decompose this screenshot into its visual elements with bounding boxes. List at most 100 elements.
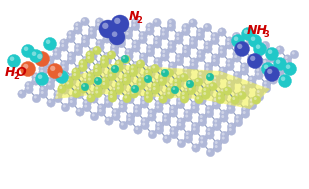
- Circle shape: [241, 110, 250, 118]
- Circle shape: [83, 84, 85, 87]
- Circle shape: [160, 79, 163, 81]
- Circle shape: [235, 73, 238, 75]
- Circle shape: [184, 72, 187, 74]
- Circle shape: [145, 74, 148, 77]
- Circle shape: [206, 85, 209, 88]
- Circle shape: [222, 137, 225, 139]
- Circle shape: [254, 50, 263, 58]
- Circle shape: [167, 19, 176, 27]
- Circle shape: [171, 128, 174, 130]
- Circle shape: [150, 132, 153, 135]
- Circle shape: [123, 94, 131, 103]
- Circle shape: [68, 95, 77, 103]
- Circle shape: [82, 19, 85, 22]
- Circle shape: [216, 91, 225, 100]
- Circle shape: [249, 81, 252, 84]
- Circle shape: [118, 57, 126, 65]
- Circle shape: [153, 40, 162, 48]
- Circle shape: [182, 49, 191, 57]
- Circle shape: [252, 96, 261, 104]
- Circle shape: [182, 92, 185, 95]
- Circle shape: [183, 29, 186, 32]
- Circle shape: [156, 84, 159, 87]
- Circle shape: [58, 85, 66, 93]
- Circle shape: [140, 96, 149, 104]
- Text: N: N: [129, 10, 139, 23]
- Circle shape: [220, 114, 228, 122]
- Circle shape: [120, 101, 123, 104]
- Circle shape: [26, 87, 29, 90]
- Circle shape: [220, 51, 223, 53]
- Circle shape: [234, 114, 243, 123]
- Circle shape: [111, 69, 119, 78]
- Circle shape: [235, 98, 238, 101]
- Circle shape: [191, 105, 199, 113]
- Circle shape: [162, 92, 170, 100]
- Circle shape: [240, 45, 248, 54]
- Circle shape: [140, 36, 143, 40]
- Circle shape: [148, 67, 151, 70]
- Circle shape: [155, 104, 163, 113]
- Circle shape: [129, 64, 138, 73]
- Circle shape: [75, 90, 84, 99]
- Circle shape: [76, 45, 79, 47]
- Circle shape: [213, 81, 216, 84]
- Circle shape: [151, 82, 160, 90]
- Circle shape: [94, 89, 102, 98]
- Circle shape: [175, 57, 184, 66]
- Circle shape: [196, 28, 205, 36]
- Circle shape: [264, 82, 267, 84]
- Circle shape: [184, 67, 187, 70]
- Circle shape: [108, 94, 117, 102]
- Circle shape: [96, 65, 105, 73]
- Circle shape: [146, 23, 154, 31]
- Circle shape: [104, 36, 107, 39]
- Circle shape: [162, 54, 165, 57]
- Circle shape: [96, 43, 104, 52]
- Circle shape: [75, 23, 78, 26]
- Circle shape: [219, 71, 227, 79]
- Circle shape: [62, 66, 65, 68]
- Circle shape: [113, 88, 116, 91]
- Circle shape: [234, 34, 237, 36]
- Circle shape: [103, 52, 112, 61]
- Circle shape: [97, 86, 105, 95]
- Circle shape: [204, 41, 212, 49]
- Circle shape: [56, 70, 69, 84]
- Circle shape: [111, 91, 120, 99]
- Circle shape: [100, 55, 109, 64]
- Circle shape: [175, 53, 184, 62]
- Circle shape: [237, 44, 242, 49]
- Circle shape: [255, 89, 264, 97]
- Circle shape: [227, 60, 230, 63]
- Circle shape: [129, 68, 138, 77]
- Circle shape: [165, 69, 174, 77]
- Circle shape: [254, 46, 263, 54]
- Circle shape: [263, 43, 266, 46]
- Circle shape: [160, 31, 169, 40]
- Circle shape: [47, 99, 55, 107]
- Circle shape: [29, 50, 43, 63]
- Circle shape: [185, 111, 188, 114]
- Circle shape: [147, 87, 156, 96]
- Circle shape: [202, 91, 210, 99]
- Circle shape: [147, 28, 150, 31]
- Circle shape: [158, 73, 167, 82]
- Circle shape: [60, 60, 69, 69]
- Circle shape: [93, 68, 102, 76]
- Circle shape: [111, 87, 120, 95]
- Circle shape: [154, 61, 162, 70]
- Circle shape: [108, 72, 116, 81]
- Circle shape: [233, 50, 241, 58]
- Circle shape: [153, 18, 161, 27]
- Circle shape: [174, 79, 177, 82]
- Text: 3: 3: [263, 30, 269, 39]
- Circle shape: [90, 28, 93, 30]
- Circle shape: [190, 83, 199, 92]
- Circle shape: [148, 113, 156, 121]
- Circle shape: [206, 148, 215, 157]
- Circle shape: [158, 77, 167, 86]
- Circle shape: [163, 70, 165, 73]
- Circle shape: [164, 119, 167, 122]
- Circle shape: [110, 44, 119, 52]
